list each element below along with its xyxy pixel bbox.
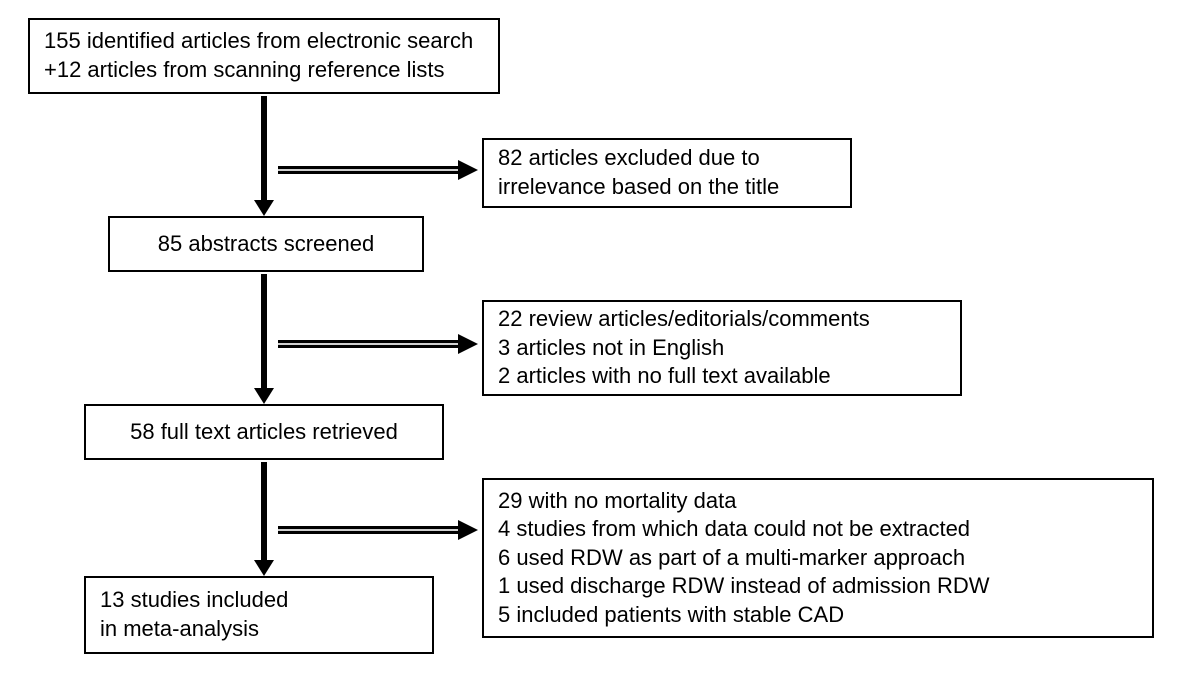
node-excluded-2-line2: 3 articles not in English	[498, 334, 946, 363]
node-abstracts: 85 abstracts screened	[108, 216, 424, 272]
node-identified-line1: 155 identified articles from electronic …	[44, 27, 484, 56]
node-excluded-1: 82 articles excluded due to irrelevance …	[482, 138, 852, 208]
node-excluded-1-line2: irrelevance based on the title	[498, 173, 836, 202]
horizontal-arrow-2	[278, 334, 478, 354]
horizontal-arrow-3	[278, 520, 478, 540]
node-fulltext-line1: 58 full text articles retrieved	[130, 418, 398, 447]
node-included-line2: in meta-analysis	[100, 615, 418, 644]
node-excluded-3-line4: 1 used discharge RDW instead of admissio…	[498, 572, 1138, 601]
vertical-arrow-2	[254, 274, 274, 404]
node-excluded-3-line3: 6 used RDW as part of a multi-marker app…	[498, 544, 1138, 573]
vertical-arrow-1	[254, 96, 274, 216]
node-excluded-1-line1: 82 articles excluded due to	[498, 144, 836, 173]
node-excluded-3-line1: 29 with no mortality data	[498, 487, 1138, 516]
node-fulltext: 58 full text articles retrieved	[84, 404, 444, 460]
node-excluded-3-line5: 5 included patients with stable CAD	[498, 601, 1138, 630]
node-excluded-3: 29 with no mortality data 4 studies from…	[482, 478, 1154, 638]
node-excluded-3-line2: 4 studies from which data could not be e…	[498, 515, 1138, 544]
node-identified: 155 identified articles from electronic …	[28, 18, 500, 94]
node-included: 13 studies included in meta-analysis	[84, 576, 434, 654]
node-identified-line2: +12 articles from scanning reference lis…	[44, 56, 484, 85]
node-excluded-2-line3: 2 articles with no full text available	[498, 362, 946, 391]
vertical-arrow-3	[254, 462, 274, 576]
node-abstracts-line1: 85 abstracts screened	[158, 230, 374, 259]
node-excluded-2-line1: 22 review articles/editorials/comments	[498, 305, 946, 334]
horizontal-arrow-1	[278, 160, 478, 180]
node-excluded-2: 22 review articles/editorials/comments 3…	[482, 300, 962, 396]
node-included-line1: 13 studies included	[100, 586, 418, 615]
